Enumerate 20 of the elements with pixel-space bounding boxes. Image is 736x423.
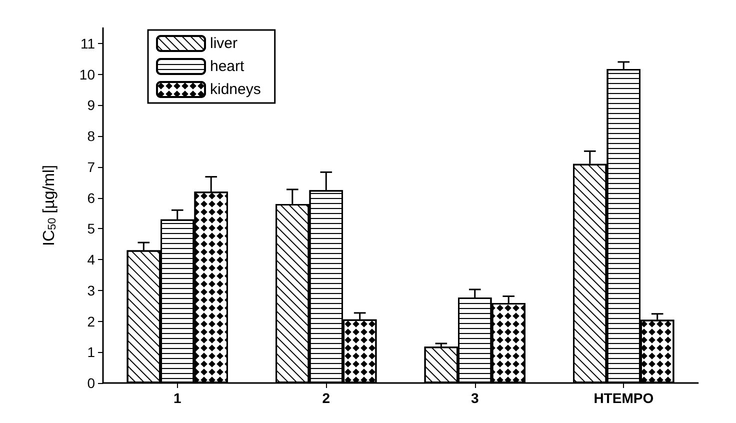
y-tick-label: 2 — [87, 313, 96, 330]
y-tick-label: 11 — [80, 35, 96, 52]
x-tick-label: 1 — [173, 390, 182, 406]
y-tick-label: 7 — [87, 158, 96, 175]
x-tick-label: 2 — [322, 390, 330, 406]
y-tick-label: 5 — [87, 220, 96, 237]
y-tick-label: 10 — [79, 66, 96, 82]
legend-label: heart — [210, 58, 246, 75]
y-tick-label: 0 — [87, 375, 96, 391]
y-tick-label: 6 — [87, 190, 96, 206]
x-tick-label: 3 — [470, 390, 479, 406]
y-tick-label: 3 — [87, 282, 96, 298]
y-tick-label: 8 — [87, 128, 96, 144]
legend-label: liver — [210, 35, 238, 52]
legend-label: kidneys — [210, 81, 261, 98]
y-tick-label: 1 — [87, 344, 96, 360]
y-tick-label: 4 — [87, 252, 96, 268]
y-axis-title: IC50 [µg/ml] — [41, 164, 58, 246]
y-tick-label: 9 — [87, 97, 96, 114]
x-tick-label: HTEMPO — [594, 390, 654, 406]
